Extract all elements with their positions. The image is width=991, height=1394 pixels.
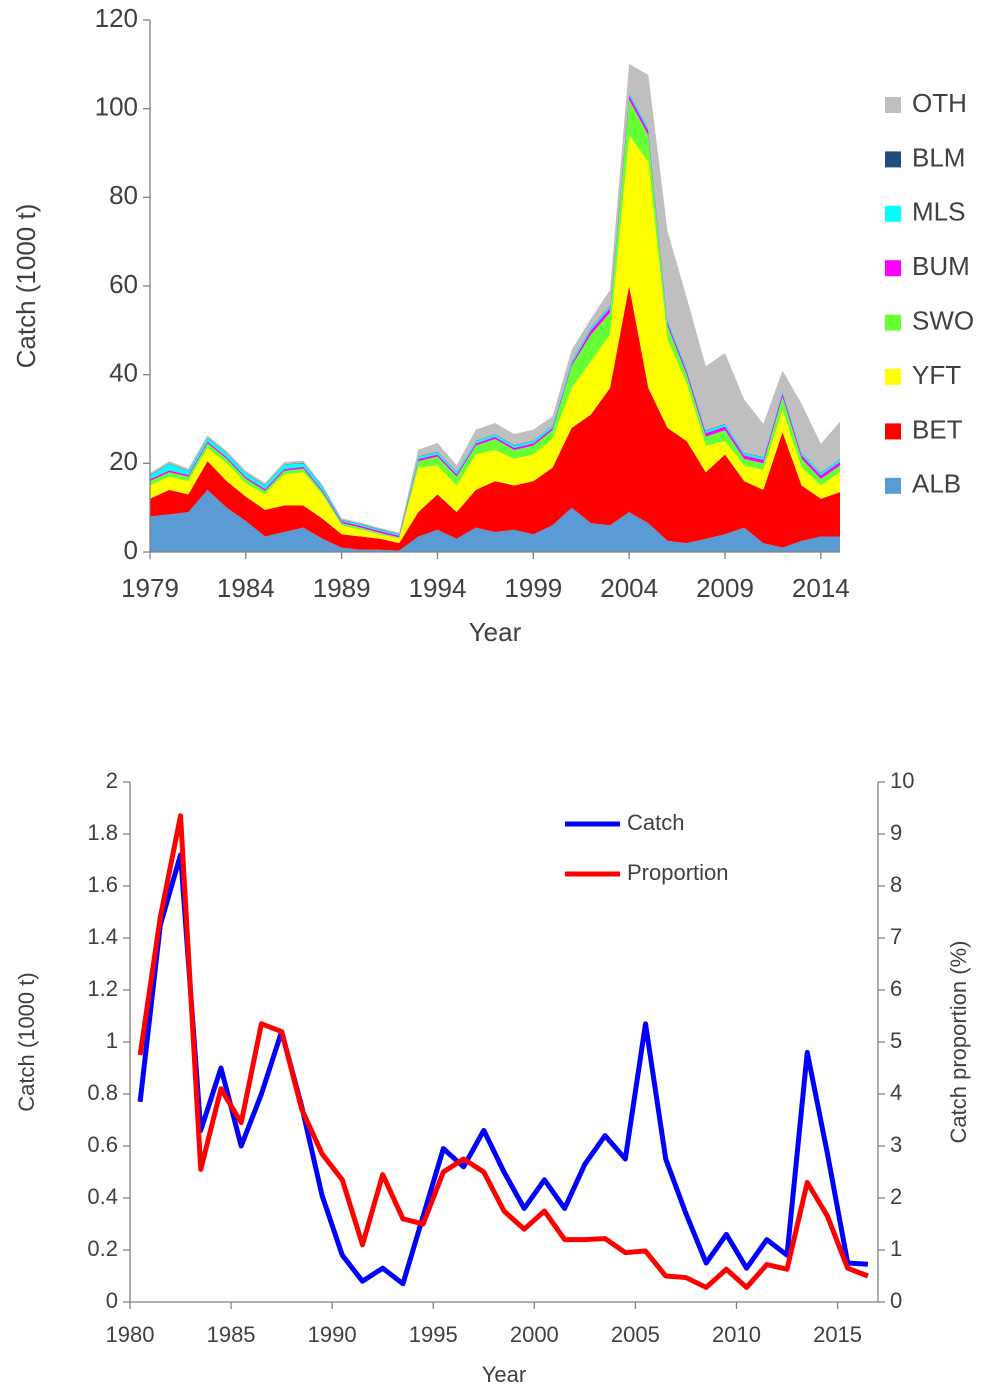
x-tick-label: 1995	[409, 1322, 458, 1347]
y-tick-label: 60	[109, 269, 138, 299]
x-tick-label: 1984	[217, 573, 275, 603]
y-tick-label: 20	[109, 446, 138, 476]
y2-tick-label: 10	[890, 768, 914, 793]
y2-tick-label: 9	[890, 820, 902, 845]
legend-label: BLM	[912, 142, 965, 172]
y-tick-label: 100	[95, 92, 138, 122]
y-tick-label: 1.8	[87, 820, 118, 845]
x-tick-label: 2009	[696, 573, 754, 603]
area-segment	[150, 135, 840, 544]
y2-axis-title: Catch proportion (%)	[946, 941, 971, 1144]
legend-swatch	[885, 97, 901, 113]
legend-label: BET	[912, 414, 963, 444]
x-tick-label: 2010	[712, 1322, 761, 1347]
y2-tick-label: 5	[890, 1028, 902, 1053]
x-tick-label: 2005	[611, 1322, 660, 1347]
y-tick-label: 80	[109, 180, 138, 210]
legend-swatch	[885, 369, 901, 385]
y-tick-label: 120	[95, 3, 138, 33]
x-tick-label: 2014	[792, 573, 850, 603]
y2-tick-label: 3	[890, 1132, 902, 1157]
x-tick-label: 1979	[121, 573, 179, 603]
y-tick-label: 1.4	[87, 924, 118, 949]
y-tick-label: 2	[106, 768, 118, 793]
x-axis-title: Year	[482, 1362, 526, 1387]
x-tick-label: 1994	[409, 573, 467, 603]
y-tick-label: 1.6	[87, 872, 118, 897]
legend-label: YFT	[912, 360, 961, 390]
legend-label: SWO	[912, 305, 974, 335]
area-segment	[150, 489, 840, 552]
x-tick-label: 1999	[504, 573, 562, 603]
y-tick-label: 0.4	[87, 1184, 118, 1209]
y-tick-label: 0.2	[87, 1236, 118, 1261]
x-tick-label: 2004	[600, 573, 658, 603]
line-series	[137, 852, 869, 1287]
y2-tick-label: 6	[890, 976, 902, 1001]
y-axis-title: Catch (1000 t)	[14, 972, 39, 1111]
y2-tick-label: 8	[890, 872, 902, 897]
y-axis-title: Catch (1000 t)	[11, 204, 41, 369]
y-tick-label: 0.6	[87, 1132, 118, 1157]
legend-label: Catch	[627, 810, 684, 835]
y-tick-label: 1.2	[87, 976, 118, 1001]
x-axis-title: Year	[469, 617, 522, 647]
legend-label: BUM	[912, 251, 970, 281]
y2-tick-label: 7	[890, 924, 902, 949]
legend-swatch	[885, 205, 901, 222]
y-tick-label: 1	[106, 1028, 118, 1053]
x-tick-label: 1985	[207, 1322, 256, 1347]
legend-swatch	[885, 477, 901, 494]
legend-swatch	[885, 151, 901, 168]
y-tick-label: 0	[124, 535, 138, 565]
x-tick-label: 1980	[106, 1322, 155, 1347]
x-tick-label: 2000	[510, 1322, 559, 1347]
legend-label: MLS	[912, 197, 965, 227]
area-segment	[150, 286, 840, 551]
y-tick-label: 0.8	[87, 1080, 118, 1105]
x-tick-label: 2015	[813, 1322, 862, 1347]
x-tick-label: 1989	[313, 573, 371, 603]
y-tick-label: 40	[109, 358, 138, 388]
legend-label: OTH	[912, 88, 967, 118]
legend-swatch	[885, 314, 901, 331]
y-tick-label: 0	[106, 1288, 118, 1313]
x-tick-label: 1990	[308, 1322, 357, 1347]
y2-tick-label: 2	[890, 1184, 902, 1209]
legend-label: Proportion	[627, 860, 729, 885]
legend-label: ALB	[912, 469, 961, 499]
legend-swatch	[885, 423, 901, 440]
y2-tick-label: 1	[890, 1236, 902, 1261]
y2-tick-label: 4	[890, 1080, 902, 1105]
y2-tick-label: 0	[890, 1288, 902, 1313]
line-series	[137, 813, 869, 1290]
legend-swatch	[885, 260, 901, 277]
